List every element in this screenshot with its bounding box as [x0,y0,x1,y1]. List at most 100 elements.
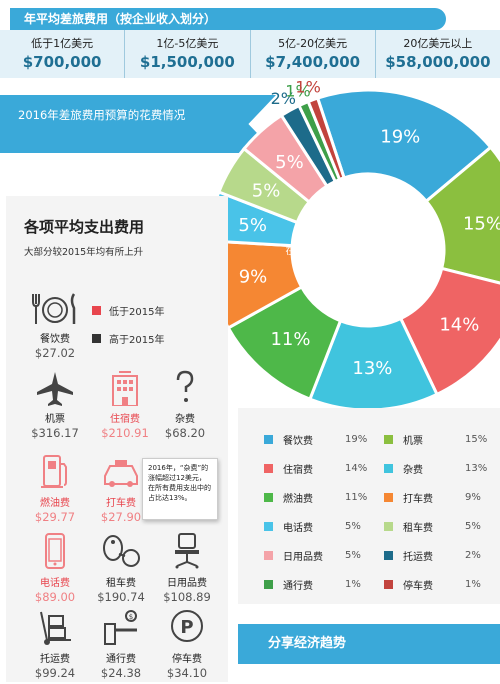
share-trend-bar[interactable]: 分享经济趋势 [238,624,500,664]
slice-label: 15% [463,214,500,235]
panel-title: 各项平均支出费用 [24,218,145,236]
revenue-column: 低于1亿美元 $700,000 [0,30,126,78]
taxi-icon [86,452,156,490]
revenue-range: 低于1亿美元 [31,37,94,50]
expense-item-car-rental: 租车费 $190.74 [86,532,156,604]
fuel-pump-icon [20,452,90,490]
slice-label: 9% [239,266,268,287]
expense-name: 日用品费 [167,578,207,589]
legend-swatch [384,493,393,502]
change-legend: 低于2015年 高于2015年 [92,296,164,352]
revenue-range: 5亿-20亿美元 [278,37,348,50]
legend-item: 燃油费 11% [264,490,389,505]
slice-label: 19% [380,126,420,147]
legend-percent: 5% [465,521,481,532]
legend-swatch [264,551,273,560]
legend-item: 机票 15% [384,432,500,447]
expense-item-shipping: 托运费 $99.24 [20,608,90,680]
expense-value: $68.20 [164,426,206,440]
donut-slice [315,88,493,204]
legend-swatch [384,580,393,589]
legend-label: 托运费 [403,552,433,563]
revenue-column: 1亿-5亿美元 $1,500,000 [125,30,251,78]
expense-value: $27.90 [100,510,142,524]
slice-label: 13% [352,358,392,379]
legend-item: 住宿费 14% [264,461,389,476]
legend-item: 电话费 5% [264,519,389,534]
expense-name: 餐饮费 [40,334,70,345]
legend-label: 电话费 [283,523,313,534]
expense-value: $190.74 [97,590,145,604]
legend-swatch [264,464,273,473]
slice-label: 5% [275,152,304,173]
legend-item: 打车费 9% [384,490,500,505]
legend-percent: 9% [465,492,481,503]
donut-slice [424,145,500,285]
expense-donut-chart: 19% 15% 14% 13% 11% 9% 5% 5% 5% 2%1%1% 在总支出中的占比（按支… [206,78,500,412]
expense-value: $89.00 [34,590,76,604]
expense-name: 打车费 [106,498,136,509]
legend-label: 杂费 [403,465,423,476]
revenue-band: 低于1亿美元 $700,000 1亿-5亿美元 $1,500,000 5亿-20… [0,30,500,78]
legend-label: 打车费 [403,494,433,505]
expense-item-lodging: 住宿费 $210.91 [90,368,160,440]
legend-high: 高于2015年 [109,334,165,346]
svg-text:P: P [180,617,193,638]
slice-label: 14% [439,315,479,336]
airplane-icon [20,368,90,406]
hotel-icon [90,368,160,406]
office-chair-icon [152,532,222,570]
high-swatch [92,333,101,343]
legend-swatch [264,493,273,502]
legend-swatch [264,522,273,531]
legend-low: 低于2015年 [109,306,165,318]
low-swatch [92,305,101,315]
legend-swatch [384,551,393,560]
slice-label: 1% [295,78,320,97]
expense-value: $108.89 [163,590,211,604]
legend-percent: 1% [345,579,361,590]
legend-item: 餐饮费 19% [264,432,389,447]
expense-value: $99.24 [34,666,76,680]
expense-item-fuel: 燃油费 $29.77 [20,452,90,524]
expense-item-misc: 杂费 $68.20 [150,368,220,440]
expense-name: 停车费 [172,654,202,665]
fork-plate-knife-icon [20,288,90,326]
question-mark-icon [150,368,220,406]
revenue-range: 20亿美元以上 [403,37,473,50]
hand-truck-icon [20,608,90,646]
expense-item-parking: P 停车费 $34.10 [152,608,222,680]
legend-percent: 11% [345,492,368,503]
slice-label: 1% [285,82,310,101]
legend-percent: 19% [345,434,368,445]
legend-label: 通行费 [283,581,313,592]
expense-name: 杂费 [175,414,195,425]
expense-value: $34.10 [166,666,208,680]
legend-label: 日用品费 [283,552,323,563]
expense-value: $29.77 [34,510,76,524]
expense-value: $24.38 [100,666,142,680]
slice-label: 5% [238,215,267,236]
car-key-icon [86,532,156,570]
donut-center-text: 在总支出中的占比（按支出类别划分） [285,245,438,257]
svg-text:$: $ [129,613,133,621]
legend-item: 日用品费 5% [264,548,389,563]
legend-item: 停车费 1% [384,577,500,592]
revenue-column: 20亿美元以上 $58,000,000 [376,30,500,78]
expense-item-taxi: 打车费 $27.90 [86,452,156,524]
revenue-column: 5亿-20亿美元 $7,400,000 [251,30,376,78]
parking-icon: P [152,608,222,646]
revenue-range: 1亿-5亿美元 [156,37,219,50]
misc-callout: 2016年，“杂费”的涨幅超过12美元，在所有费用支出中的占比达13%。 [142,458,218,520]
mobile-phone-icon [20,532,90,570]
legend-swatch [264,435,273,444]
expense-name: 电话费 [40,578,70,589]
legend-swatch [384,464,393,473]
expense-name: 托运费 [40,654,70,665]
revenue-amount: $58,000,000 [385,53,491,71]
expense-item-supplies: 日用品费 $108.89 [152,532,222,604]
legend-percent: 15% [465,434,488,445]
expense-name: 租车费 [106,578,136,589]
legend-percent: 1% [465,579,481,590]
legend-label: 餐饮费 [283,436,313,447]
